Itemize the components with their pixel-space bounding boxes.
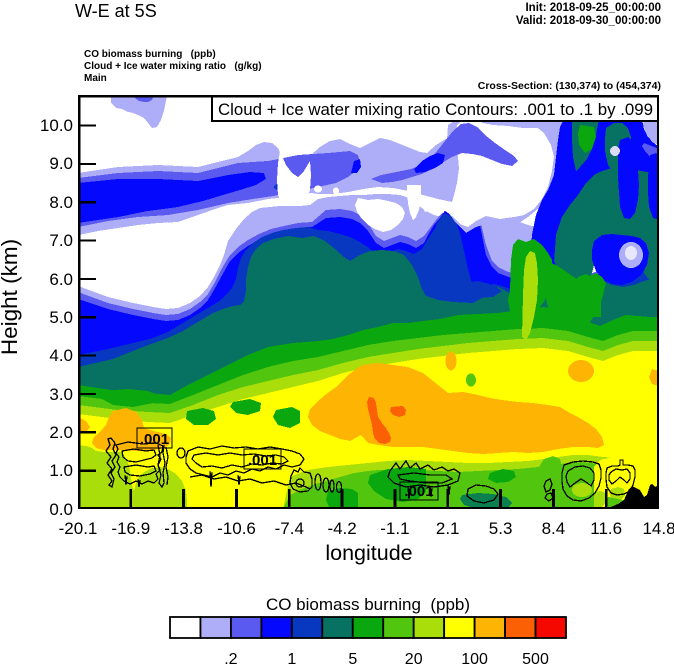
svg-text:1: 1: [287, 651, 296, 667]
svg-text:.2: .2: [224, 651, 237, 667]
svg-text:.001: .001: [140, 431, 169, 448]
svg-text:Cloud + Ice water mixing ratio: Cloud + Ice water mixing ratio Contours:…: [218, 101, 653, 119]
svg-text:500: 500: [522, 651, 549, 667]
svg-text:100: 100: [461, 651, 488, 667]
svg-text:5: 5: [348, 651, 357, 667]
svg-text:.001: .001: [404, 483, 433, 500]
svg-text:.001: .001: [248, 452, 277, 469]
svg-text:20: 20: [405, 651, 423, 667]
